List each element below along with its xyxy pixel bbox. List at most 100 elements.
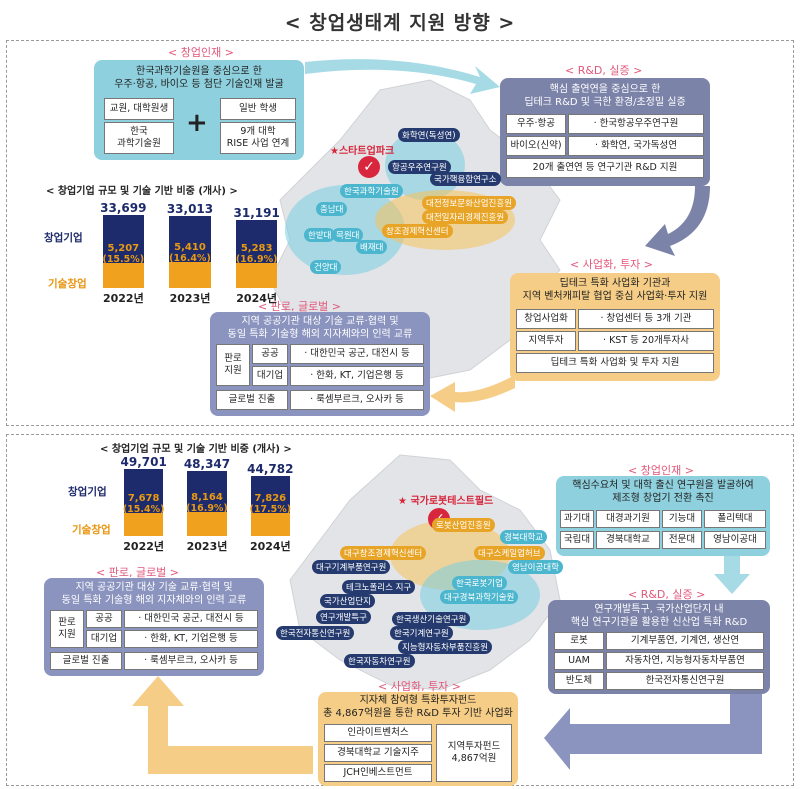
rd-key: UAM [554, 652, 604, 670]
invest-value: · 창업센터 등 3개 기관 [578, 309, 714, 329]
bar-tech [169, 262, 211, 288]
page-title: < 창업생태계 지원 방향 > [284, 12, 516, 34]
invest-header: 지자체 참여형 특화투자펀드 총 4,867억원을 통한 R&D 투자 기반 사… [323, 695, 513, 719]
map-pin: 대전일자리경제진흥원 [422, 210, 509, 224]
flow-arrow [714, 556, 750, 594]
flow-arrow [305, 59, 500, 94]
map-pin: 한국생산기술연구원 [392, 612, 471, 626]
talent-cell: 9개 대학 RISE 사업 연계 [220, 122, 296, 154]
talent-cell: 한국 과학기술원 [104, 122, 174, 154]
bar-percent-label: (16.9%) [186, 502, 228, 514]
map-pin: 대구기계부품연구원 [312, 560, 391, 574]
bar-tech-label: 5,283 [240, 242, 273, 254]
robot-testfield-label: ★ 국가로봇테스트필드 [398, 496, 494, 507]
market-header: 지역 공공기관 대상 기술 교류·협력 및 동일 특화 기술형 해외 지자체와의… [61, 582, 247, 606]
map-pin: 건양대 [310, 260, 342, 274]
flow-arrow [132, 676, 313, 774]
rd-key: 로봇 [554, 632, 604, 650]
talent-section-label: < 창업인재 > [628, 464, 694, 477]
market-box: 지역 공공기관 대상 기술 교류·협력 및 동일 특화 기술형 해외 지자체와의… [210, 312, 430, 416]
x-tick-label: 2024년 [249, 540, 291, 553]
market-value: · 한화, KT, 기업은행 등 [124, 630, 258, 648]
bar-percent-label: (15.5%) [102, 254, 145, 266]
bar-percent-label: (15.4%) [122, 504, 165, 516]
map-pin: 충남대 [316, 202, 348, 216]
map-pin: 지능형자동차부품진흥원 [398, 640, 493, 654]
bar-percent-label: (16.4%) [169, 253, 211, 265]
map-pin: 영남이공대학 [508, 560, 563, 574]
bar-tech [124, 513, 164, 536]
flow-arrow [645, 186, 710, 256]
x-tick-label: 2022년 [123, 540, 165, 553]
map-pin: 연구개발특구 [316, 610, 371, 624]
chart-legend-total: 창업기업 [68, 486, 107, 498]
invest-key: 창업사업화 [516, 309, 576, 329]
rd-footer: 20개 출연연 등 연구기관 R&D 지원 [506, 158, 704, 178]
rd-header: 핵심 출연연을 중심으로 한 딥테크 R&D 및 극한 환경/초정밀 실증 [524, 84, 686, 108]
market-global-key: 글로벌 진출 [50, 652, 122, 670]
market-group: 판로 지원 [216, 344, 250, 386]
rd-value: 자동차연, 지능형자동차부품연 [606, 652, 764, 670]
rd-key: 우주·항공 [506, 114, 566, 134]
bar-value-label: 44,782 [247, 461, 294, 476]
talent-header: 한국과학기술원을 중심으로 한 우주·항공, 바이오 등 첨단 기술인재 발굴 [114, 66, 284, 90]
rd-value: 한국전자통신연구원 [606, 672, 764, 690]
map-pin: 대구경북과학기술원 [440, 590, 519, 604]
talent-cell: 기능대 [662, 510, 702, 528]
invest-section-label: < 사업화, 투자 > [378, 680, 462, 693]
talent-cell: 폴리텍대 [704, 510, 766, 528]
bar-tech [250, 512, 290, 536]
chart-legend-total: 창업기업 [44, 232, 83, 244]
rd-value: · 화학연, 국가독성연 [568, 136, 704, 156]
bar-percent-label: (16.9%) [235, 253, 278, 265]
bar-value-label: 49,701 [120, 455, 167, 470]
market-group: 판로 지원 [50, 610, 84, 648]
talent-box: 한국과학기술원을 중심으로 한 우주·항공, 바이오 등 첨단 기술인재 발굴 … [94, 60, 304, 160]
map-pin: 한국자동차연구원 [344, 654, 415, 668]
talent-box: 핵심수요처 및 대학 출신 연구원을 발굴하여 제조형 창업기 전환 촉진 과기… [556, 476, 770, 556]
flow-arrow [544, 694, 762, 770]
talent-cell: 일반 학생 [220, 98, 296, 120]
invest-value: · KST 등 20개투자사 [578, 331, 714, 351]
talent-section-label: < 창업인재 > [168, 46, 234, 59]
bar-tech-label: 5,207 [107, 243, 140, 255]
chart-plot: 49,701 7,678 (15.4%) 2022년 48,347 8,164 (16.9%… [112, 452, 302, 553]
invest-key: 지역투자 [516, 331, 576, 351]
rd-section-label: < R&D, 실증 > [565, 64, 643, 77]
chart-legend-tech: 기술창업 [72, 524, 111, 536]
x-tick-label: 2024년 [236, 292, 278, 305]
startup-park-label: ★스타트업파크 [330, 146, 395, 157]
map-pin: 화학연(독성연) [398, 128, 460, 142]
bar-percent-label: (17.5%) [249, 503, 292, 515]
talent-cell: 전문대 [662, 531, 702, 549]
map-pin: 로봇산업진흥원 [432, 518, 495, 532]
invest-section-label: < 사업화, 투자 > [570, 258, 654, 271]
chart-legend-tech: 기술창업 [48, 278, 87, 290]
rd-header: 연구개발특구, 국가산업단지 내 핵심 연구기관을 활용한 신산업 특화 R&D [570, 604, 748, 628]
invest-header: 딥테크 특화 사업화 기관과 지역 벤처캐피탈 협업 중심 사업화·투자 지원 [522, 278, 708, 302]
rd-value: · 한국항공우주연구원 [568, 114, 704, 134]
market-key: 공공 [252, 344, 288, 364]
chart-title: < 창업기업 규모 및 기술 기반 비중 (개사) > [100, 444, 292, 455]
talent-cell: 대경과기원 [596, 510, 660, 528]
market-header: 지역 공공기관 대상 기술 교류·협력 및 동일 특화 기술형 해외 지자체와의… [227, 316, 413, 340]
bar-tech [102, 263, 144, 288]
market-global-value: · 룩셈부르크, 오사카 등 [290, 390, 424, 410]
bar-value-label: 33,013 [166, 202, 214, 217]
plus-icon: + [186, 108, 208, 138]
bar-tech-label: 7,678 [127, 493, 160, 505]
market-section-label: < 판로, 글로벌 > [258, 300, 342, 313]
bar-tech [187, 511, 227, 536]
talent-cell: 영남이공대 [704, 531, 766, 549]
talent-cell: 국립대 [560, 531, 594, 549]
market-value: · 대한민국 공군, 대전시 등 [124, 610, 258, 628]
x-tick-label: 2023년 [169, 292, 211, 305]
map-pin: 한국과학기술원 [340, 184, 403, 198]
x-tick-label: 2022년 [102, 292, 144, 305]
invest-fund: 지역투자펀드 4,867억원 [436, 724, 512, 782]
market-section-label: < 판로, 글로벌 > [96, 566, 180, 579]
map-pin: 한밭대 [304, 228, 336, 242]
invest-list-item: 인라이트벤처스 [324, 724, 432, 742]
map-pin: 한국기계연구원 [390, 626, 453, 640]
rd-value: 기계부품연, 기계연, 생산연 [606, 632, 764, 650]
